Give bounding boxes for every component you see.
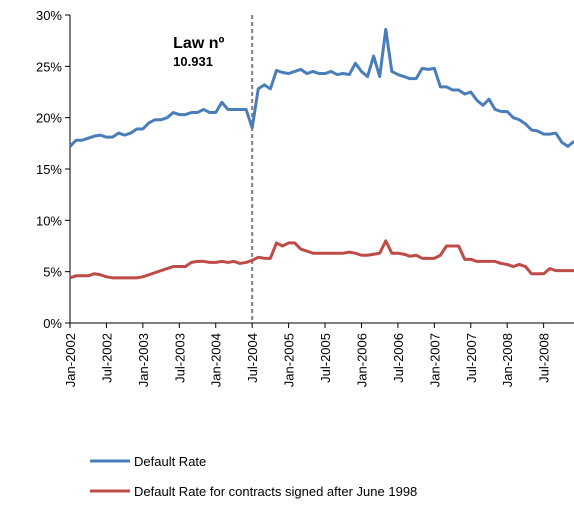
x-tick-label: Jul-2004	[245, 333, 260, 383]
x-tick-label: Jul-2005	[318, 333, 333, 383]
legend-label: Default Rate for contracts signed after …	[134, 484, 417, 499]
annotation-text: 10.931	[173, 54, 213, 69]
y-tick-label: 5%	[43, 265, 62, 280]
x-tick-label: Jul-2007	[464, 333, 479, 383]
y-tick-label: 30%	[36, 8, 62, 23]
y-tick-label: 10%	[36, 213, 62, 228]
x-tick-label: Jan-2005	[282, 333, 297, 387]
x-tick-label: Jan-2006	[354, 333, 369, 387]
x-tick-label: Jul-2003	[172, 333, 187, 383]
x-tick-label: Jan-2008	[500, 333, 515, 387]
x-tick-label: Jul-2006	[391, 333, 406, 383]
x-tick-label: Jan-2004	[209, 333, 224, 387]
x-tick-label: Jul-2008	[537, 333, 552, 383]
y-tick-label: 25%	[36, 59, 62, 74]
legend-label: Default Rate	[134, 454, 206, 469]
x-tick-label: Jan-2007	[427, 333, 442, 387]
x-tick-label: Jan-2002	[63, 333, 78, 387]
annotation-text: Law nº	[173, 35, 224, 52]
y-tick-label: 15%	[36, 162, 62, 177]
y-tick-label: 0%	[43, 316, 62, 331]
x-tick-label: Jul-2002	[99, 333, 114, 383]
x-tick-label: Jan-2003	[136, 333, 151, 387]
series-line	[68, 27, 574, 148]
y-tick-label: 20%	[36, 111, 62, 126]
series-line	[69, 239, 574, 280]
